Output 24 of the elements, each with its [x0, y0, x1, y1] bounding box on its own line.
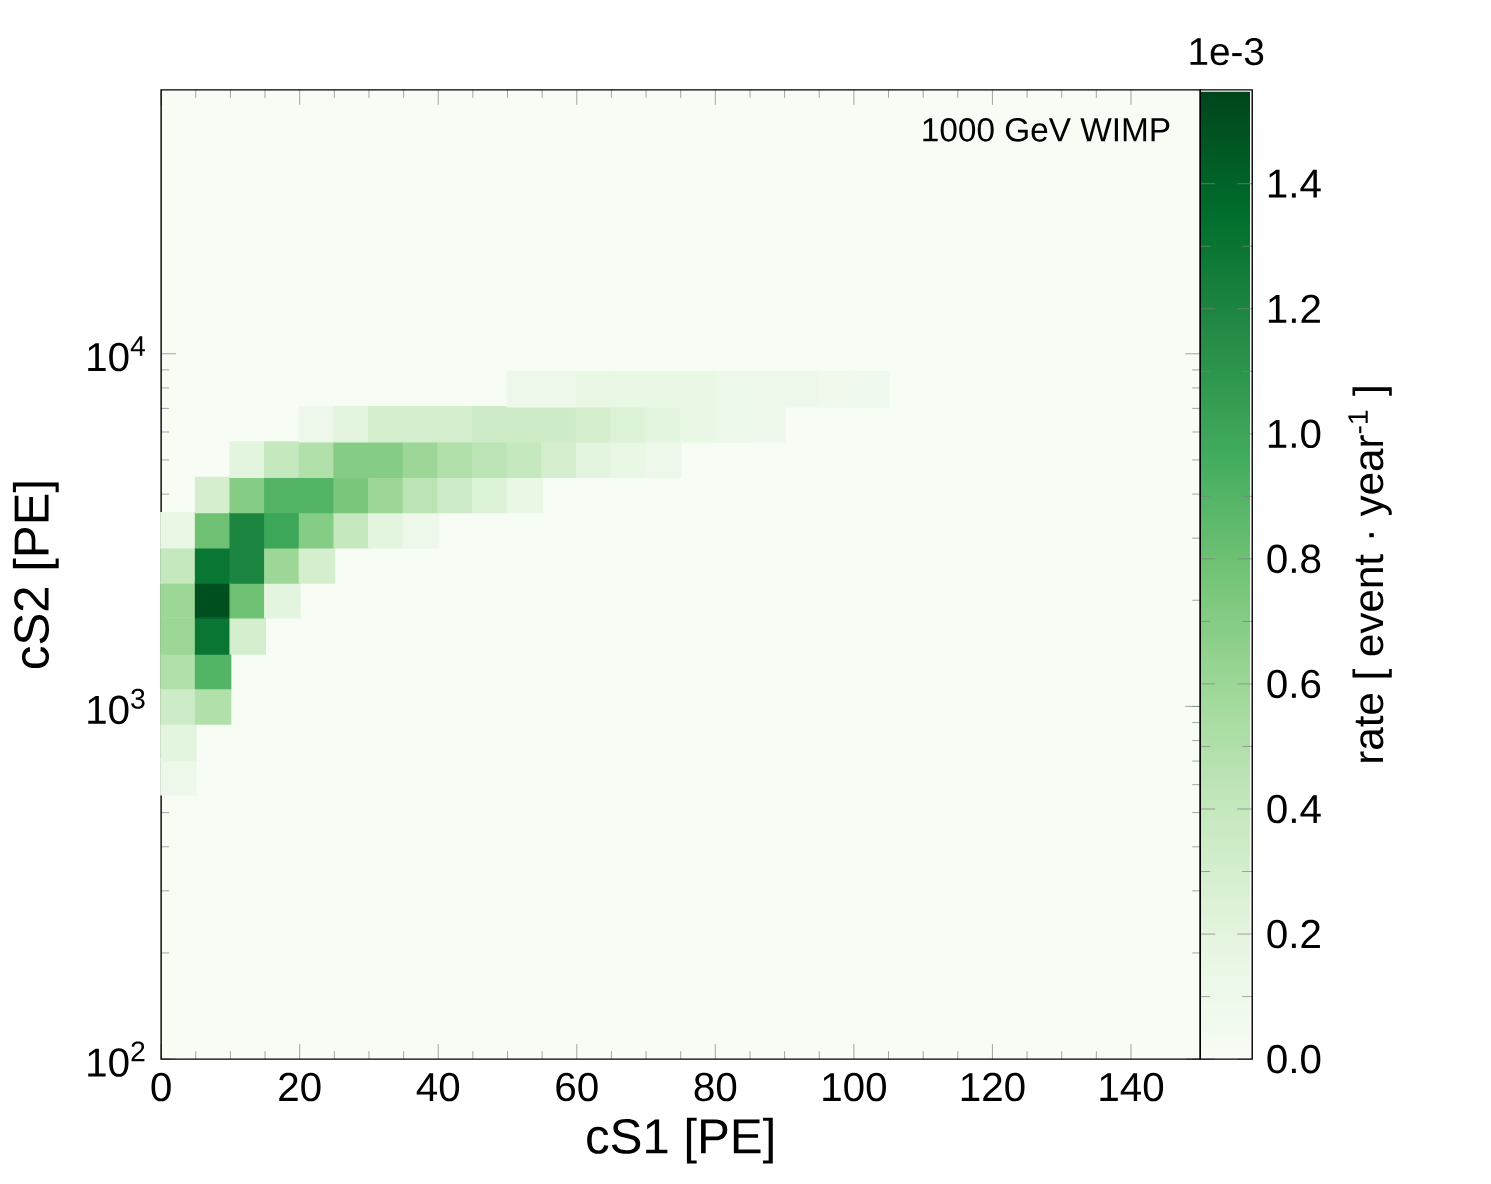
x-axis-title: cS1 [PE]: [587, 1117, 773, 1164]
x-tick-label: 0: [151, 1072, 171, 1102]
color-bar-label: 1.4: [1268, 169, 1321, 198]
x-tick-label: 100: [823, 1072, 886, 1102]
color-bar-label: 0.2: [1267, 919, 1320, 949]
y-tick-label: 10$^{4}$: [88, 336, 145, 372]
text: 1e-3: [1190, 37, 1264, 66]
x-tick-label: 140: [1100, 1072, 1164, 1102]
color-bar-label: 1.0: [1268, 419, 1321, 449]
color-bar-label: 1.2: [1268, 294, 1320, 323]
color-bar-label: 0.6: [1267, 669, 1321, 699]
annotation: 1000 GeV WIMP: [923, 118, 1170, 142]
x-tick-label: 20: [279, 1072, 321, 1102]
color-bar-label: 0.0: [1267, 1044, 1321, 1074]
x-tick-label: 120: [961, 1072, 1025, 1102]
y-tick-label: 10$^{3}$: [88, 688, 145, 725]
y-tick-label: 10$^{2}$: [88, 1041, 145, 1077]
color-bar-label: 0.8: [1267, 544, 1321, 574]
color-bar-title: rate [ event · year$^{-1}$ ]: [1348, 387, 1392, 762]
y-axis-title: cS2 [PE]: [12, 482, 59, 669]
x-tick-label: 80: [694, 1072, 737, 1102]
x-tick-label: 40: [416, 1072, 460, 1102]
color-bar-label: 0.4: [1267, 794, 1321, 824]
x-tick-label: 60: [556, 1072, 598, 1102]
